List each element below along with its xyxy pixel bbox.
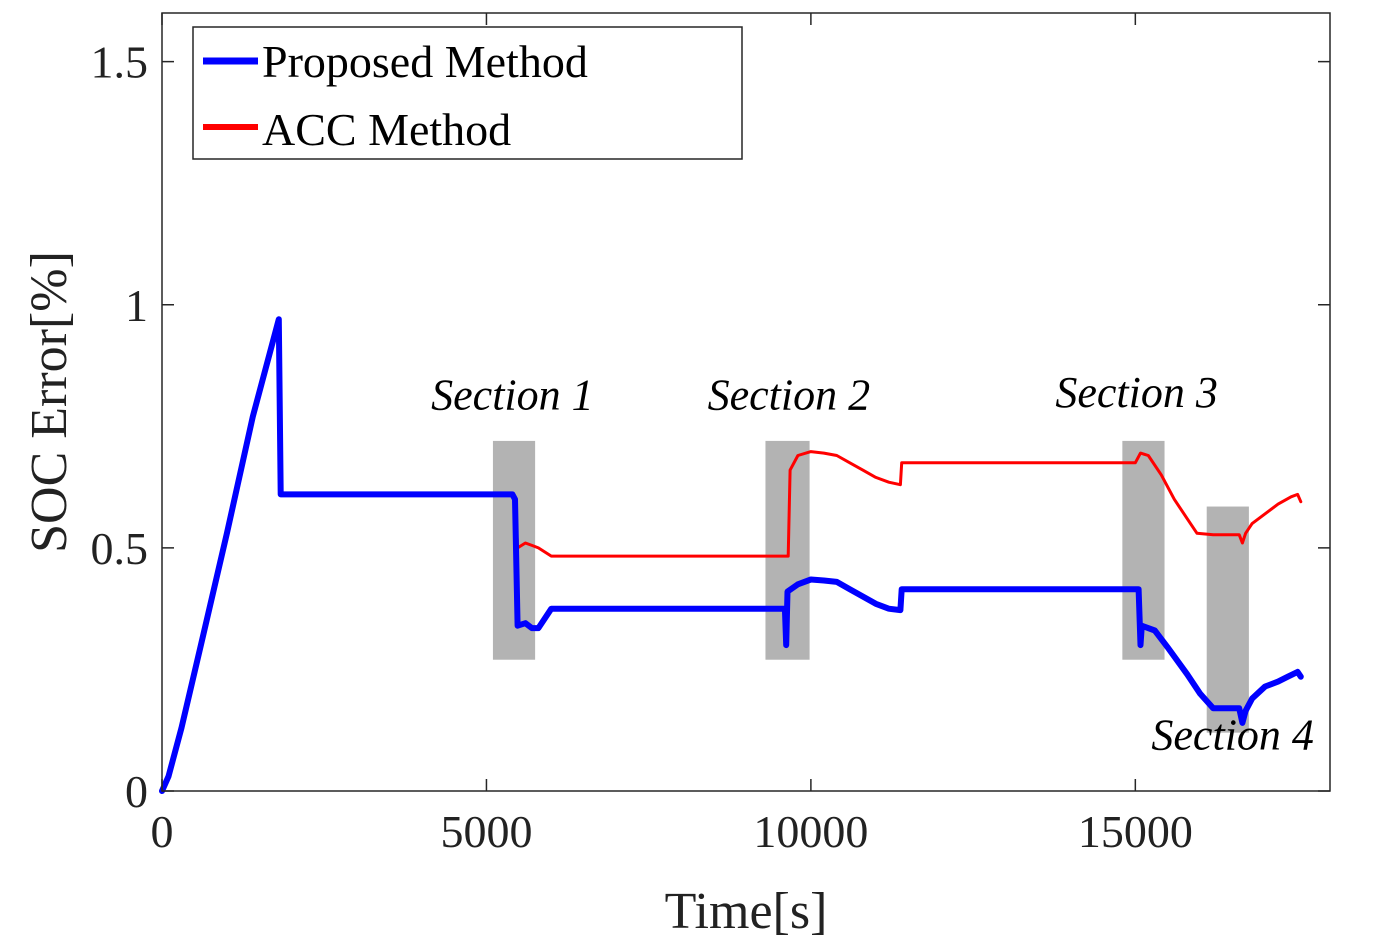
y-axis-title: SOC Error[%] (21, 251, 78, 553)
legend-label-acc-method: ACC Method (262, 104, 511, 155)
section-labels: Section 1 Section 2 Section 3 Section 4 (431, 368, 1314, 760)
legend: Proposed Method ACC Method (192, 26, 743, 160)
data-series (159, 316, 1304, 794)
legend-label-proposed-method: Proposed Method (262, 36, 588, 87)
x-tick-label: 0 (151, 806, 174, 857)
y-tick-label: 0.5 (91, 523, 149, 574)
section-label-4: Section 4 (1151, 711, 1314, 760)
y-tick-label: 1 (125, 280, 148, 331)
y-tick-label: 0 (125, 766, 148, 817)
section-label-1: Section 1 (431, 370, 594, 419)
section-label-2: Section 2 (708, 370, 871, 419)
x-tick-label: 10000 (753, 806, 868, 857)
x-axis-title: Time[s] (665, 883, 828, 939)
x-tick-label: 15000 (1078, 806, 1193, 857)
axis-ticks: 0 5000 10000 15000 0 0.5 1 1.5 (91, 13, 1330, 857)
y-tick-label: 1.5 (91, 37, 149, 88)
plot-frame (161, 12, 1331, 792)
section-label-3: Section 3 (1055, 368, 1218, 417)
x-tick-label: 5000 (440, 806, 532, 857)
series-line-proposed-method (159, 316, 1304, 794)
legend-box (192, 26, 743, 160)
